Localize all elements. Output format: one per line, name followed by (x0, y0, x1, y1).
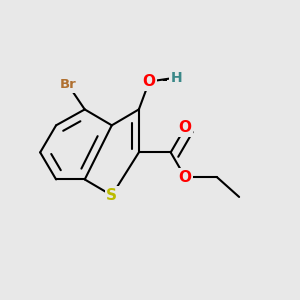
Text: H: H (170, 70, 182, 85)
Text: S: S (106, 188, 117, 203)
Text: O: O (143, 74, 156, 89)
Text: -: - (161, 73, 167, 87)
Text: O: O (178, 120, 191, 135)
Text: O: O (178, 169, 191, 184)
Text: Br: Br (60, 78, 76, 91)
